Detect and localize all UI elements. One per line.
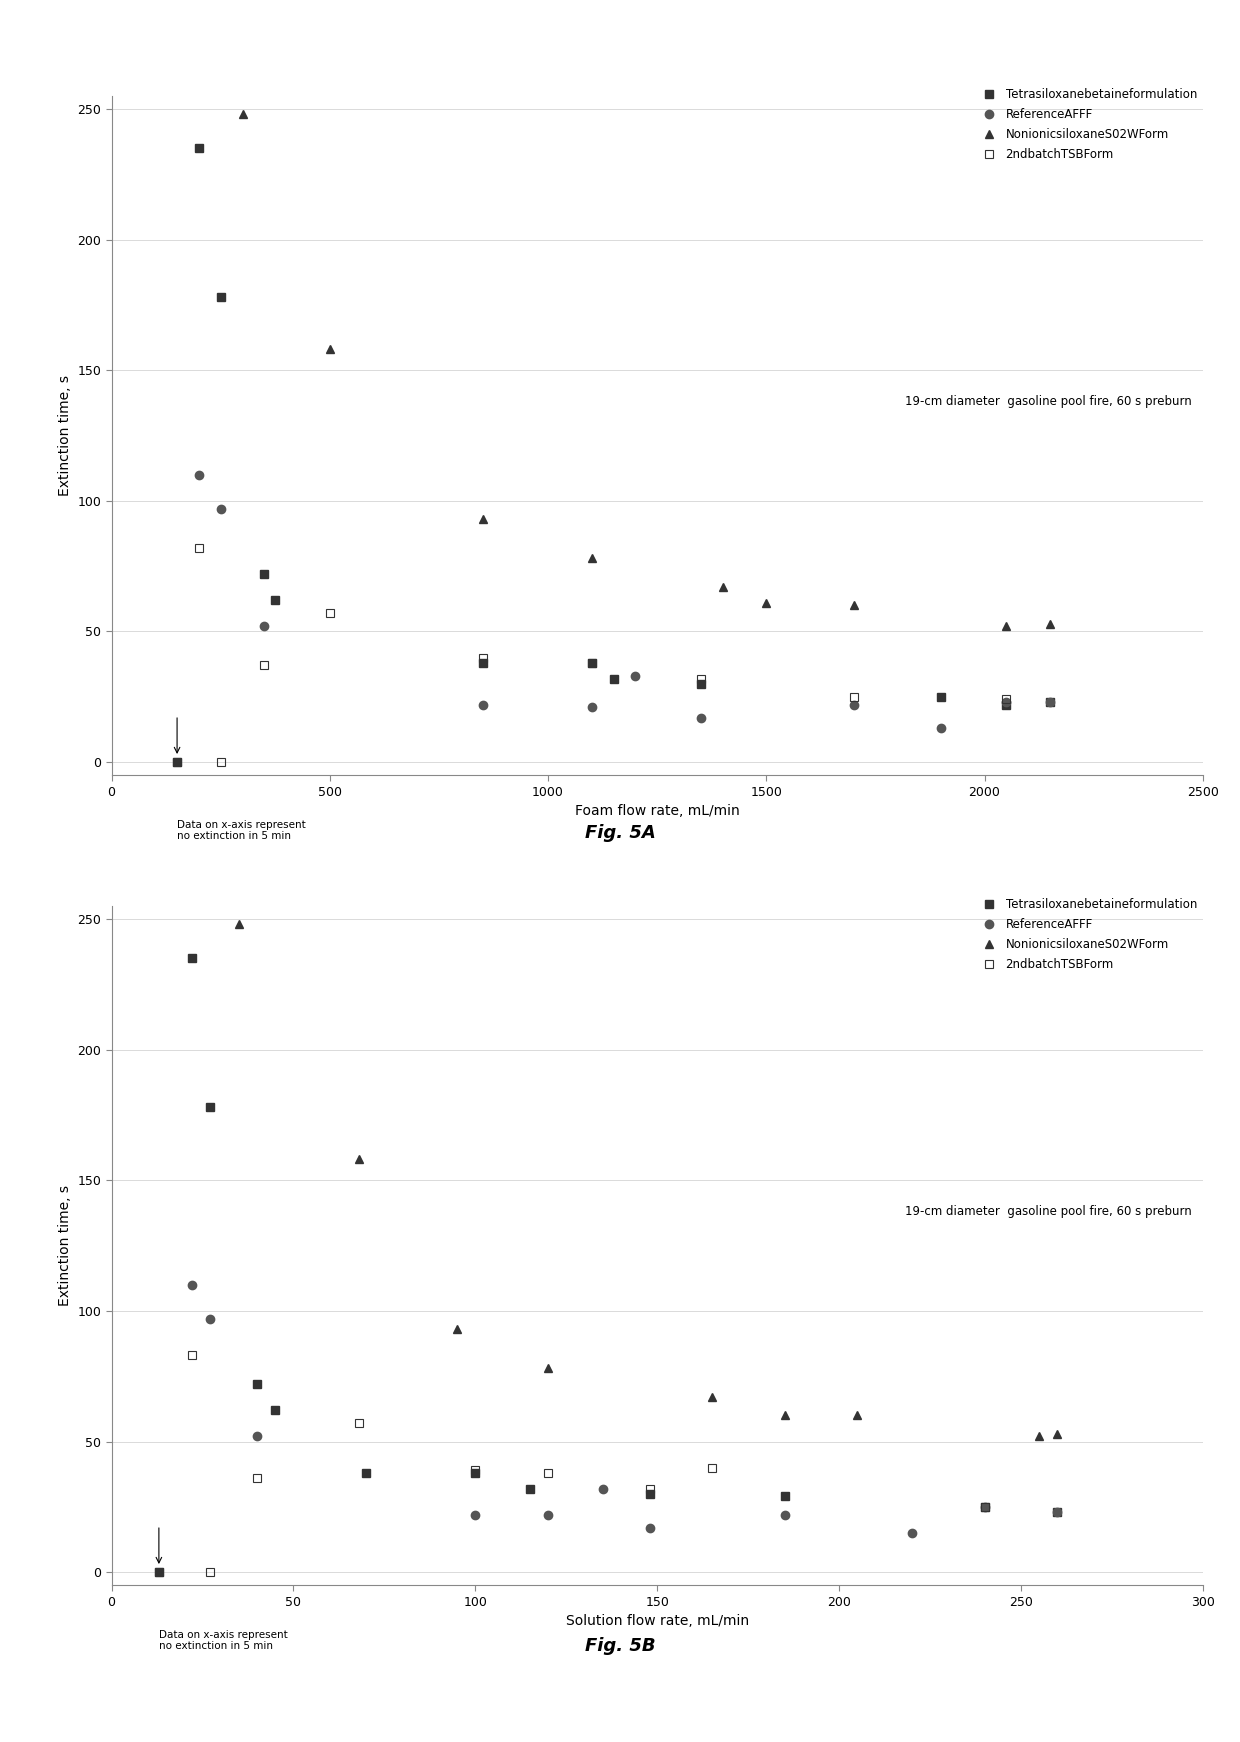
X-axis label: Foam flow rate, mL/min: Foam flow rate, mL/min bbox=[575, 805, 739, 819]
Y-axis label: Extinction time, s: Extinction time, s bbox=[58, 1185, 72, 1306]
Legend: Tetrasiloxanebetaineformulation, ReferenceAFFF, NonionicsiloxaneS02WForm, 2ndbat: Tetrasiloxanebetaineformulation, Referen… bbox=[977, 89, 1197, 162]
Legend: Tetrasiloxanebetaineformulation, ReferenceAFFF, NonionicsiloxaneS02WForm, 2ndbat: Tetrasiloxanebetaineformulation, Referen… bbox=[977, 899, 1197, 972]
Text: Fig. 5A: Fig. 5A bbox=[584, 824, 656, 841]
Y-axis label: Extinction time, s: Extinction time, s bbox=[58, 375, 72, 496]
Text: Fig. 5B: Fig. 5B bbox=[585, 1637, 655, 1655]
Text: Data on x-axis represent
no extinction in 5 min: Data on x-axis represent no extinction i… bbox=[159, 1631, 288, 1651]
Text: 19-cm diameter  gasoline pool fire, 60 s preburn: 19-cm diameter gasoline pool fire, 60 s … bbox=[905, 395, 1192, 408]
Text: Data on x-axis represent
no extinction in 5 min: Data on x-axis represent no extinction i… bbox=[177, 819, 306, 841]
X-axis label: Solution flow rate, mL/min: Solution flow rate, mL/min bbox=[565, 1615, 749, 1629]
Text: 19-cm diameter  gasoline pool fire, 60 s preburn: 19-cm diameter gasoline pool fire, 60 s … bbox=[905, 1205, 1192, 1218]
